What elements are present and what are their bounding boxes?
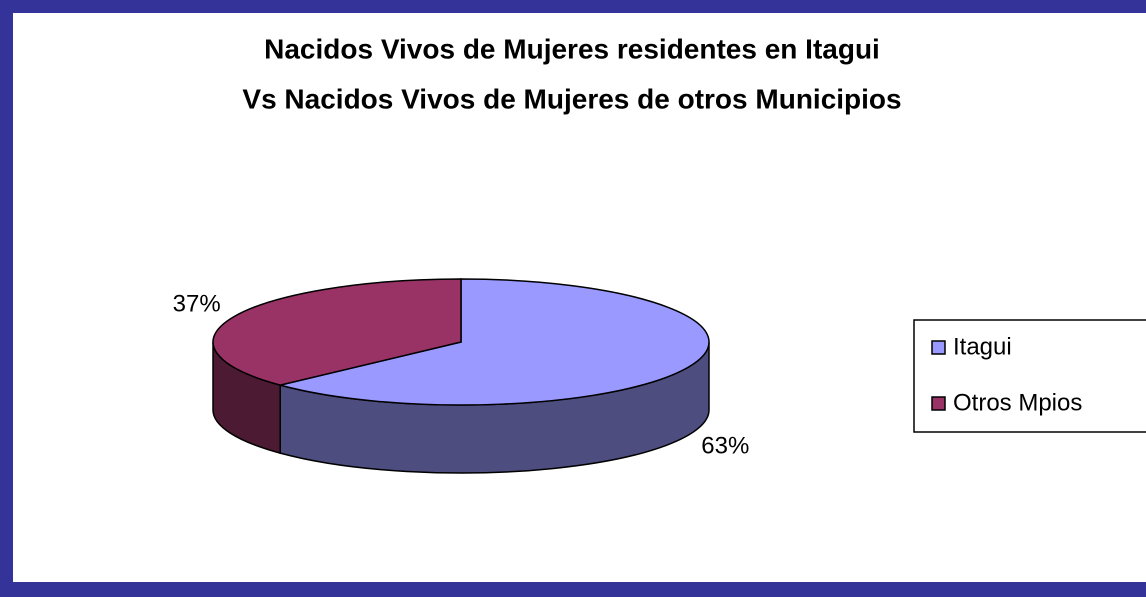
legend-swatch (931, 340, 946, 355)
legend-swatch (931, 396, 946, 411)
slice (280, 278, 710, 406)
legend-label: Itagui (953, 333, 1012, 360)
legend-label: Otros Mpios (953, 389, 1082, 416)
slice (212, 278, 462, 386)
data-label: 37% (173, 290, 221, 317)
chart-title: Nacidos Vivos de Mujeres residentes en I… (264, 33, 880, 64)
chart-title: Vs Nacidos Vivos de Mujeres de otros Mun… (242, 83, 901, 114)
data-label: 63% (701, 432, 749, 459)
legend-box (913, 319, 1146, 433)
